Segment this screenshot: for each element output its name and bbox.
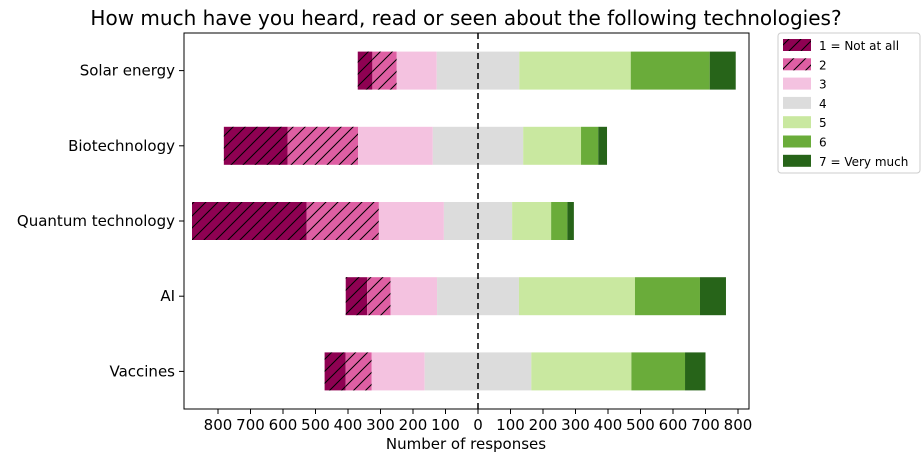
bar-biotechnology-level-5 <box>523 126 582 165</box>
legend-label: 2 <box>819 58 827 72</box>
bar-vaccines-level-3 <box>371 352 425 391</box>
bar-solar-energy-level-3 <box>396 51 437 90</box>
x-tick-label: 700 <box>691 416 720 434</box>
bar-hatch-overlay <box>192 202 307 240</box>
bar-vaccines-level-7 <box>685 352 706 391</box>
x-tick-label: 800 <box>724 416 753 434</box>
x-tick-label: 500 <box>301 416 330 434</box>
bar-hatch-overlay <box>357 51 373 90</box>
legend-swatch <box>783 77 811 90</box>
y-tick-label: Biotechnology <box>68 137 175 155</box>
x-tick-label: 400 <box>334 416 363 434</box>
bar-quantum-technology-level-7 <box>567 202 574 240</box>
x-tick-label: 300 <box>561 416 590 434</box>
chart-title: How much have you heard, read or seen ab… <box>90 6 841 30</box>
y-tick-label: AI <box>160 287 175 305</box>
x-axis-ticks: 800 700 600 500 400 300 200 100 0 100 200 300 400 500… <box>204 409 753 434</box>
bar-quantum-technology-level-6 <box>551 202 568 240</box>
bar-ai-level-7 <box>699 277 726 316</box>
bar-vaccines-level-6 <box>631 352 686 391</box>
bar-hatch-overlay <box>324 352 346 391</box>
legend-label: 1 = Not at all <box>819 39 899 53</box>
x-tick-label: 200 <box>399 416 428 434</box>
legend: 1 = Not at all 2 3 4 5 6 7 = Very much <box>777 32 921 174</box>
bar-biotechnology-level-7 <box>598 126 608 165</box>
legend-swatch-hatch <box>783 58 811 71</box>
legend-label: 6 <box>819 136 827 150</box>
legend-swatch-hatch <box>783 39 811 51</box>
x-tick-label: 800 <box>204 416 233 434</box>
bar-biotechnology-level-3 <box>358 126 433 165</box>
legend-label: 3 <box>819 78 827 92</box>
bar-quantum-technology-level-5 <box>512 202 552 240</box>
bar-hatch-overlay <box>367 277 391 316</box>
legend-box <box>777 32 921 174</box>
x-tick-label: 300 <box>366 416 395 434</box>
x-tick-label: 600 <box>659 416 688 434</box>
x-tick-label: 400 <box>594 416 623 434</box>
x-tick-label: 100 <box>431 416 460 434</box>
bar-solar-energy-level-5 <box>519 51 631 90</box>
y-tick-label: Vaccines <box>109 362 175 380</box>
y-tick-label: Solar energy <box>80 62 175 80</box>
legend-label: 4 <box>819 97 827 111</box>
x-tick-label: 200 <box>529 416 558 434</box>
x-axis-label: Number of responses <box>386 435 546 453</box>
bar-vaccines-level-5 <box>531 352 632 391</box>
x-tick-label: 700 <box>236 416 265 434</box>
bar-ai-level-5 <box>518 277 635 316</box>
bar-hatch-overlay <box>345 352 372 391</box>
bar-hatch-overlay <box>345 277 368 316</box>
legend-label: 7 = Very much <box>819 155 908 169</box>
bars-group <box>192 51 736 391</box>
bar-solar-energy-level-6 <box>630 51 710 90</box>
bar-hatch-overlay <box>287 126 359 165</box>
bar-hatch-overlay <box>306 202 379 240</box>
bar-quantum-technology-level-3 <box>378 202 444 240</box>
bar-hatch-overlay <box>223 126 288 165</box>
x-tick-label: 500 <box>626 416 655 434</box>
legend-swatch <box>783 96 811 109</box>
bar-biotechnology-level-6 <box>581 126 599 165</box>
legend-label: 5 <box>819 116 827 130</box>
bar-ai-level-6 <box>634 277 700 316</box>
x-tick-label: 0 <box>473 416 483 434</box>
x-tick-label: 100 <box>496 416 525 434</box>
bar-ai-level-3 <box>390 277 438 316</box>
bar-hatch-overlay <box>372 51 397 90</box>
legend-swatch <box>783 154 811 167</box>
plot-frame <box>183 32 750 410</box>
y-axis-ticks: Solar energy Biotechnology Quantum technol… <box>17 62 184 380</box>
bar-solar-energy-level-7 <box>709 51 736 90</box>
x-tick-label: 600 <box>269 416 298 434</box>
y-tick-label: Quantum technology <box>17 212 175 230</box>
legend-swatch <box>783 135 811 148</box>
legend-swatch <box>783 116 811 129</box>
